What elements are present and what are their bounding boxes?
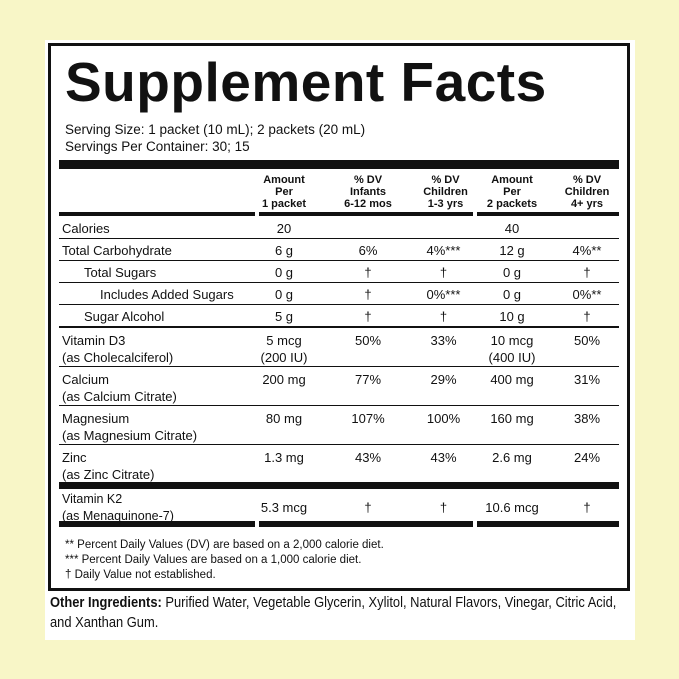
col-header-5: % DV Children 4+ yrs: [564, 174, 610, 210]
col-header-1: Amount Per 1 packet: [261, 174, 307, 210]
thick-divider-mid: [59, 482, 619, 489]
ingredients-text: Purified Water, Vegetable Glycerin, Xyli…: [50, 594, 617, 631]
serving-info: Serving Size: 1 packet (10 mL); 2 packet…: [65, 121, 365, 155]
panel-title: Supplement Facts: [65, 51, 547, 113]
other-ingredients: Other Ingredients: Purified Water, Veget…: [50, 593, 618, 633]
header-rule-mid: [259, 212, 473, 216]
supplement-facts-panel: Supplement Facts Serving Size: 1 packet …: [48, 43, 630, 591]
col-header-4: Amount Per 2 packets: [486, 174, 538, 210]
servings-per-container: Servings Per Container: 30; 15: [65, 139, 250, 154]
ingredients-label: Other Ingredients:: [50, 594, 162, 611]
col-header-2: % DV Infants 6-12 mos: [344, 174, 392, 210]
supplement-facts-card: Supplement Facts Serving Size: 1 packet …: [45, 40, 635, 640]
header-rule-right: [477, 212, 619, 216]
footnotes: ** Percent Daily Values (DV) are based o…: [65, 539, 384, 581]
header-rule-left: [59, 212, 255, 216]
col-header-3: % DV Children 1-3 yrs: [423, 174, 468, 210]
serving-size: Serving Size: 1 packet (10 mL); 2 packet…: [65, 122, 366, 137]
thick-divider-top: [59, 160, 619, 169]
